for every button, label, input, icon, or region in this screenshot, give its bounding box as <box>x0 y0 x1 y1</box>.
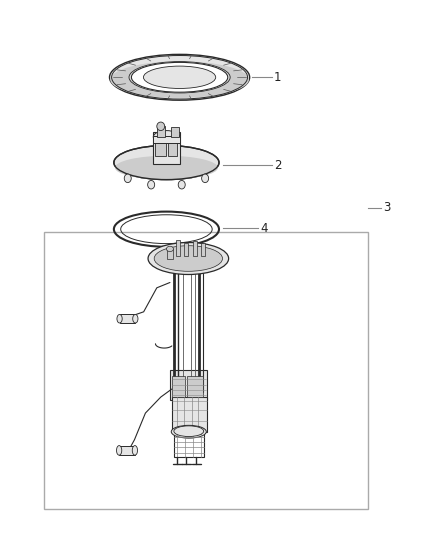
Bar <box>187 376 203 397</box>
Bar <box>170 370 207 400</box>
Bar <box>44 232 368 509</box>
Ellipse shape <box>131 62 228 92</box>
Ellipse shape <box>133 314 138 323</box>
Bar <box>193 241 197 256</box>
Ellipse shape <box>143 66 215 88</box>
Ellipse shape <box>171 425 206 438</box>
Bar <box>172 376 185 397</box>
Bar <box>119 446 135 455</box>
Ellipse shape <box>154 246 223 271</box>
Text: 1: 1 <box>274 71 281 84</box>
Text: 3: 3 <box>383 201 391 214</box>
Ellipse shape <box>153 131 180 143</box>
Ellipse shape <box>114 146 219 180</box>
Ellipse shape <box>110 61 249 98</box>
Ellipse shape <box>132 446 138 455</box>
Ellipse shape <box>131 62 229 93</box>
Bar <box>157 126 165 137</box>
Text: 2: 2 <box>274 159 281 172</box>
Bar <box>153 136 180 143</box>
Ellipse shape <box>166 246 173 252</box>
Text: 4: 4 <box>261 222 268 235</box>
Bar <box>174 430 204 457</box>
Ellipse shape <box>148 181 155 189</box>
Ellipse shape <box>174 426 204 437</box>
Ellipse shape <box>117 446 122 455</box>
Ellipse shape <box>148 243 229 274</box>
Bar <box>120 314 135 323</box>
Ellipse shape <box>201 174 208 183</box>
Bar <box>168 140 177 156</box>
Bar <box>155 140 166 156</box>
Ellipse shape <box>124 174 131 183</box>
Bar <box>171 127 179 137</box>
Bar <box>172 397 207 432</box>
Bar <box>176 240 180 256</box>
Ellipse shape <box>157 122 165 131</box>
Ellipse shape <box>115 156 218 180</box>
Bar <box>184 243 188 256</box>
Ellipse shape <box>131 62 228 92</box>
Ellipse shape <box>178 181 185 189</box>
Bar <box>167 249 173 259</box>
Bar <box>153 132 180 164</box>
Bar <box>201 243 205 256</box>
Ellipse shape <box>117 314 122 323</box>
Ellipse shape <box>110 54 250 100</box>
